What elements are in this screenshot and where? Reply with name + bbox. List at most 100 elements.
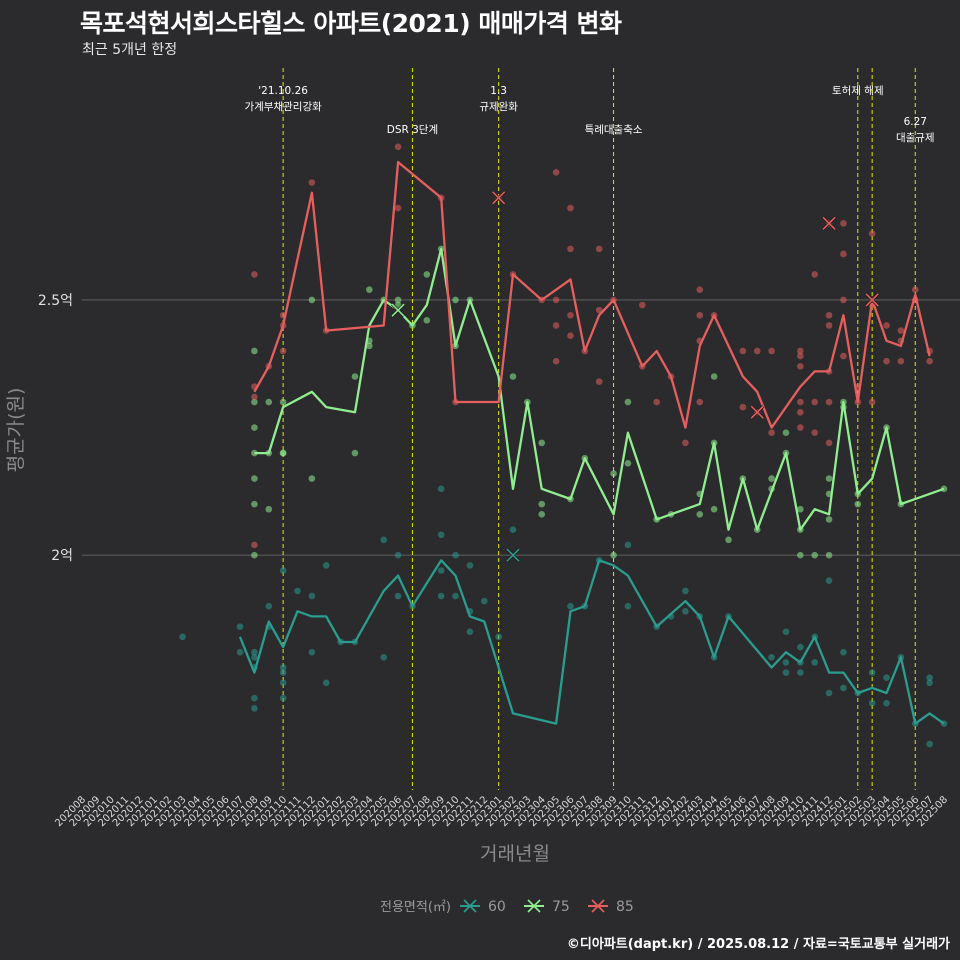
scatter-point-60 — [251, 653, 258, 661]
event-label: 토허제 해제 — [832, 84, 884, 97]
scatter-point-60 — [437, 485, 445, 493]
scatter-point-60 — [279, 669, 287, 676]
scatter-point-60 — [380, 653, 388, 661]
scatter-point-60 — [251, 694, 258, 702]
scatter-point-85 — [868, 398, 876, 406]
scatter-point-85 — [696, 311, 704, 319]
scatter-point-85 — [897, 357, 905, 365]
scatter-point-85 — [394, 143, 402, 151]
scatter-point-60 — [236, 623, 244, 630]
scatter-point-60 — [868, 669, 876, 676]
scatter-point-75 — [538, 439, 546, 447]
scatter-point-85 — [552, 169, 560, 176]
scatter-point-60 — [394, 592, 402, 600]
scatter-point-60 — [480, 597, 488, 605]
scatter-point-75 — [308, 296, 316, 304]
scatter-point-75 — [251, 500, 258, 508]
scatter-point-75 — [782, 429, 790, 436]
scatter-point-60 — [883, 674, 890, 681]
y-axis-title: 평균가(원) — [5, 388, 27, 473]
scatter-point-60 — [437, 531, 445, 539]
scatter-point-75 — [797, 505, 804, 513]
scatter-point-85 — [840, 352, 847, 360]
scatter-point-75 — [251, 398, 258, 406]
x-marker-cross — [750, 405, 764, 419]
legend-label-85: 85 — [616, 899, 634, 915]
scatter-point-85 — [897, 327, 905, 334]
scatter-point-85 — [911, 286, 919, 294]
scatter-point-60 — [236, 648, 244, 656]
scatter-point-75 — [351, 449, 359, 457]
scatter-point-60 — [279, 694, 287, 702]
scatter-point-85 — [825, 439, 833, 447]
scatter-point-85 — [768, 429, 775, 436]
scatter-point-85 — [251, 541, 258, 549]
x-tick-labels: 2020082020092020102020112020122021012021… — [53, 794, 950, 829]
scatter-point-75 — [351, 373, 359, 380]
scatter-point-60 — [265, 602, 273, 610]
scatter-point-85 — [595, 378, 603, 385]
scatter-point-60 — [394, 551, 402, 559]
scatter-point-60 — [797, 669, 804, 676]
event-label: '21.10.26 — [258, 85, 308, 97]
legend-marker-60 — [463, 899, 477, 913]
series-markers — [391, 190, 880, 563]
scatter-point-60 — [840, 684, 847, 692]
y-tick-label: 2.5억 — [38, 293, 73, 309]
scatter-point-85 — [840, 296, 847, 304]
scatter-point-75 — [768, 475, 775, 482]
scatter-point-60 — [251, 648, 258, 656]
scatter-point-85 — [753, 347, 761, 355]
scatter-point-60 — [322, 679, 330, 687]
y-tick-label: 2억 — [51, 548, 73, 564]
scatter-point-60 — [380, 536, 388, 544]
scatter-point-60 — [868, 699, 876, 707]
scatter-point-85 — [279, 347, 287, 355]
scatter-point-75 — [825, 516, 833, 523]
scatter-point-85 — [251, 271, 258, 278]
scatter-point-85 — [811, 429, 818, 436]
scatter-point-60 — [782, 669, 790, 676]
scatter-point-75 — [251, 475, 258, 482]
source-caption: ©디아파트(dapt.kr) / 2025.08.12 / 자료=국토교통부 실… — [566, 937, 950, 952]
scatter-point-85 — [797, 352, 804, 360]
scatter-point-85 — [552, 296, 560, 304]
scatter-point-75 — [725, 536, 732, 544]
legend: 전용면적(㎡) 60 75 85 — [380, 899, 634, 915]
scatter-point-60 — [926, 679, 933, 687]
event-label: 6.27 — [904, 116, 927, 128]
scatter-point-60 — [782, 659, 790, 666]
scatter-point-85 — [251, 393, 258, 401]
scatter-point-75 — [710, 505, 718, 513]
scatter-point-85 — [797, 347, 804, 355]
scatter-point-75 — [509, 373, 517, 380]
scatter-point-85 — [840, 220, 847, 227]
scatter-point-60 — [279, 567, 287, 574]
scatter-point-75 — [854, 500, 862, 508]
x-marker-cross — [506, 548, 520, 562]
scatter-point-75 — [251, 551, 258, 559]
x-marker-85 — [491, 190, 506, 205]
scatter-point-75 — [696, 511, 704, 518]
scatter-point-60 — [567, 602, 574, 610]
scatter-point-85 — [696, 286, 704, 294]
scatter-point-75 — [265, 398, 273, 406]
scatter-point-60 — [179, 633, 186, 641]
scatter-point-60 — [466, 628, 474, 636]
legend-marker-85 — [591, 899, 605, 913]
scatter-point-75 — [423, 317, 431, 324]
scatter-point-60 — [682, 587, 689, 595]
scatter-point-60 — [825, 689, 833, 697]
scatter-point-85 — [883, 322, 890, 329]
event-label: 특례대출축소 — [585, 124, 643, 136]
scatter-point-75 — [825, 475, 833, 482]
scatter-point-75 — [610, 551, 617, 559]
scatter-point-60 — [682, 608, 689, 615]
scatter-point-60 — [495, 633, 502, 641]
x-marker-75 — [391, 303, 406, 318]
x-marker-60 — [505, 548, 521, 563]
scatter-point-85 — [825, 398, 833, 406]
scatter-point-75 — [394, 296, 402, 304]
scatter-point-85 — [840, 250, 847, 258]
